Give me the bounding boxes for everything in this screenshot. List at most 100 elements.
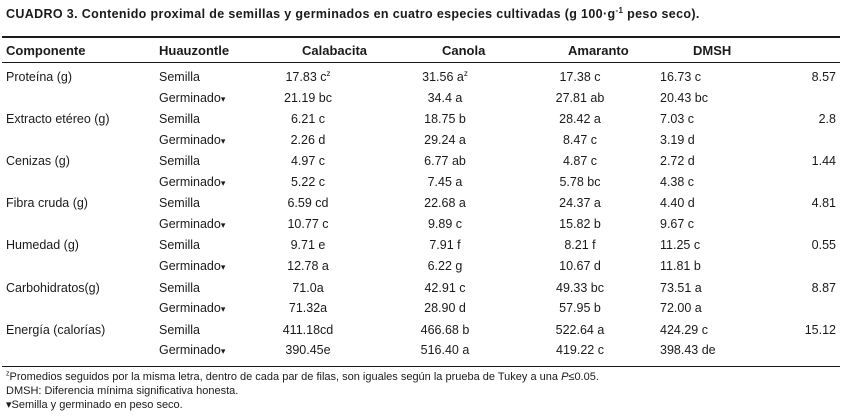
- value-cell: 6.77 ab: [424, 154, 466, 169]
- header-dmsh: DMSH: [693, 43, 732, 58]
- value-cell: 17.83 cz: [285, 68, 331, 84]
- semilla-label: Semilla: [159, 112, 200, 127]
- component-label: Fibra cruda (g): [6, 196, 88, 211]
- germinado-label: Germinado▾: [159, 173, 225, 191]
- value-cell: 5.22 c: [290, 175, 326, 189]
- germinado-text: Germinado: [159, 343, 221, 358]
- value-cell: 9.71 e: [290, 238, 326, 253]
- dmsh-value: 15.12: [804, 322, 836, 337]
- value-cell: 17.38 c: [559, 70, 601, 84]
- value-cell: 516.40 a: [420, 343, 470, 358]
- footnote-tukey: zPromedios seguidos por la misma letra, …: [6, 370, 599, 383]
- value-cell: 7.91 f: [429, 238, 461, 253]
- value-cell: 24.37 a: [559, 196, 601, 211]
- dmsh-value: 2.8: [818, 112, 836, 127]
- value-cell: 29.24 a: [424, 132, 466, 147]
- germinado-text: Germinado: [159, 259, 221, 274]
- footnote-dmsh: DMSH: Diferencia mínima significativa ho…: [6, 385, 239, 397]
- germinado-marker: ▾: [220, 178, 226, 188]
- germinado-marker: ▾: [220, 346, 226, 357]
- value-cell: 71.0a: [292, 280, 324, 295]
- value-cell: 4.87 c: [562, 154, 598, 169]
- value-cell: 34.4 a: [427, 90, 463, 105]
- value-cell: 6.21 c: [290, 112, 326, 127]
- value-cell: 22.68 a: [424, 196, 466, 211]
- header-componente: Componente: [6, 43, 86, 58]
- value-cell: 5.78 bc: [559, 175, 601, 189]
- value-cell: 18.75 b: [424, 112, 466, 127]
- germinado-text: Germinado: [159, 90, 221, 105]
- value-cell: 12.78 a: [287, 259, 329, 274]
- component-label: Humedad (g): [6, 238, 79, 253]
- semilla-label: Semilla: [159, 280, 200, 295]
- value-cell: 71.32a: [288, 301, 328, 316]
- value-cell: 6.59 cd: [287, 196, 329, 211]
- component-label: Energía (calorías): [6, 322, 106, 337]
- value-cell: 49.33 bc: [556, 280, 604, 295]
- value-cell: 57.95 b: [559, 301, 601, 316]
- dmsh-value: 0.55: [811, 238, 836, 253]
- component-label: Proteína (g): [6, 70, 73, 84]
- germinado-text: Germinado: [159, 301, 221, 316]
- value-cell: 424.29 c: [660, 322, 708, 337]
- semilla-label: Semilla: [159, 70, 200, 84]
- value-cell: 3.19 d: [660, 132, 695, 147]
- component-label: Cenizas (g): [6, 154, 70, 169]
- footnote-weight: ▾Semilla y germinado en peso seco.: [6, 399, 183, 411]
- value-cell: 466.68 b: [420, 322, 470, 337]
- germinado-marker: ▾: [220, 304, 226, 315]
- header-rule: [2, 62, 840, 63]
- value-cell: 398.43 de: [660, 343, 716, 358]
- dmsh-value: 8.87: [811, 280, 836, 295]
- value-cell: 522.64 a: [555, 322, 605, 337]
- value-cell: 31.56 az: [422, 68, 468, 84]
- germinado-text: Germinado: [159, 132, 221, 147]
- value-cell: 8.47 c: [562, 132, 598, 147]
- germinado-marker: ▾: [220, 93, 226, 104]
- germinado-text: Germinado: [159, 175, 221, 189]
- semilla-label: Semilla: [159, 154, 200, 169]
- footnotes: zPromedios seguidos por la misma letra, …: [6, 370, 599, 412]
- table-title: CUADRO 3. Contenido proximal de semillas…: [6, 6, 700, 22]
- value-cell: 4.40 d: [660, 196, 695, 211]
- value-cell: 390.45e: [285, 343, 331, 358]
- value-cell: 20.43 bc: [660, 90, 708, 105]
- value-cell: 27.81 ab: [555, 90, 605, 105]
- bottom-rule: [2, 366, 840, 367]
- value-cell: 419.22 c: [556, 343, 604, 358]
- value-cell: 6.22 g: [427, 259, 463, 274]
- value-cell: 4.38 c: [660, 175, 695, 189]
- value-cell: 7.03 c: [660, 112, 695, 127]
- value-cell: 11.25 c: [660, 238, 701, 253]
- germinado-marker: ▾: [220, 262, 226, 273]
- dmsh-value: 1.44: [811, 154, 836, 169]
- header-canola: Canola: [442, 43, 486, 58]
- component-label: Carbohidratos(g): [6, 280, 100, 295]
- semilla-label: Semilla: [159, 322, 200, 337]
- germinado-label: Germinado▾: [159, 215, 225, 233]
- value-cell: 28.90 d: [424, 301, 466, 316]
- dmsh-value: 4.81: [811, 196, 836, 211]
- dmsh-value: 8.57: [811, 70, 836, 84]
- value-cell: 11.81 b: [660, 259, 701, 274]
- header-calabacita: Calabacita: [302, 43, 368, 58]
- germinado-label: Germinado▾: [159, 257, 225, 275]
- value-cell: 72.00 a: [660, 301, 702, 316]
- top-rule: [2, 36, 840, 38]
- germinado-text: Germinado: [159, 217, 221, 232]
- value-cell: 2.26 d: [290, 132, 326, 147]
- value-cell: 28.42 a: [559, 112, 601, 127]
- value-cell: 10.77 c: [287, 217, 329, 232]
- value-cell: 10.67 d: [559, 259, 601, 274]
- germinado-label: Germinado▾: [159, 341, 225, 359]
- value-cell: 9.67 c: [660, 217, 695, 232]
- semilla-label: Semilla: [159, 196, 200, 211]
- germinado-label: Germinado▾: [159, 89, 225, 107]
- value-cell: 2.72 d: [660, 154, 695, 169]
- value-cell: 7.45 a: [427, 175, 463, 189]
- component-label: Extracto etéreo (g): [6, 112, 110, 127]
- semilla-label: Semilla: [159, 238, 200, 253]
- germinado-marker: ▾: [220, 135, 226, 146]
- value-cell: 15.82 b: [559, 217, 601, 232]
- germinado-marker: ▾: [220, 220, 226, 231]
